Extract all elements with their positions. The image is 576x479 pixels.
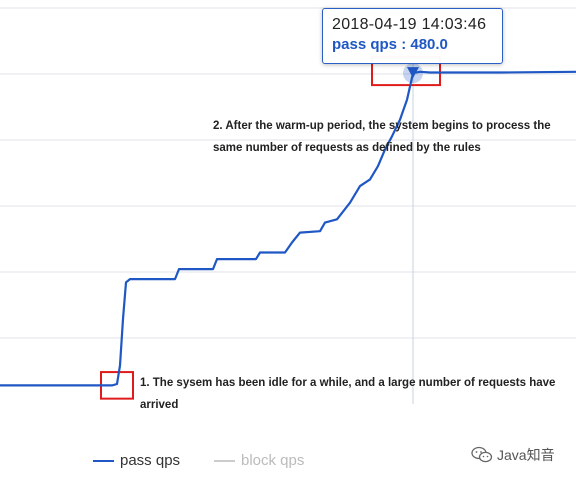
annotation-idle: 1. The sysem has been idle for a while, … — [140, 377, 556, 411]
watermark: Java知音 — [471, 445, 555, 465]
tooltip-value: pass qps : 480.0 — [332, 36, 448, 53]
watermark-text: Java知音 — [497, 447, 555, 463]
legend-swatch-pass-qps — [93, 459, 114, 462]
legend-item-pass-qps[interactable]: pass qps — [93, 452, 180, 469]
wechat-icon — [471, 446, 493, 463]
marker-triangle — [407, 67, 419, 79]
series-layer — [0, 70, 576, 387]
annotation-warmup: 2. After the warm-up period, the system … — [213, 120, 551, 154]
tooltip-time: 2018-04-19 14:03:46 — [332, 16, 487, 33]
highlight-boxes — [100, 56, 441, 400]
tooltip: 2018-04-19 14:03:46 pass qps : 480.0 — [322, 8, 503, 64]
legend-label-pass-qps: pass qps — [120, 452, 181, 469]
series-line-pass-qps — [0, 70, 576, 387]
legend-label-block-qps: block qps — [241, 452, 305, 469]
legend-swatch-block-qps — [214, 459, 235, 462]
legend-item-block-qps[interactable]: block qps — [214, 452, 304, 469]
tooltip-marker[interactable] — [403, 63, 423, 84]
